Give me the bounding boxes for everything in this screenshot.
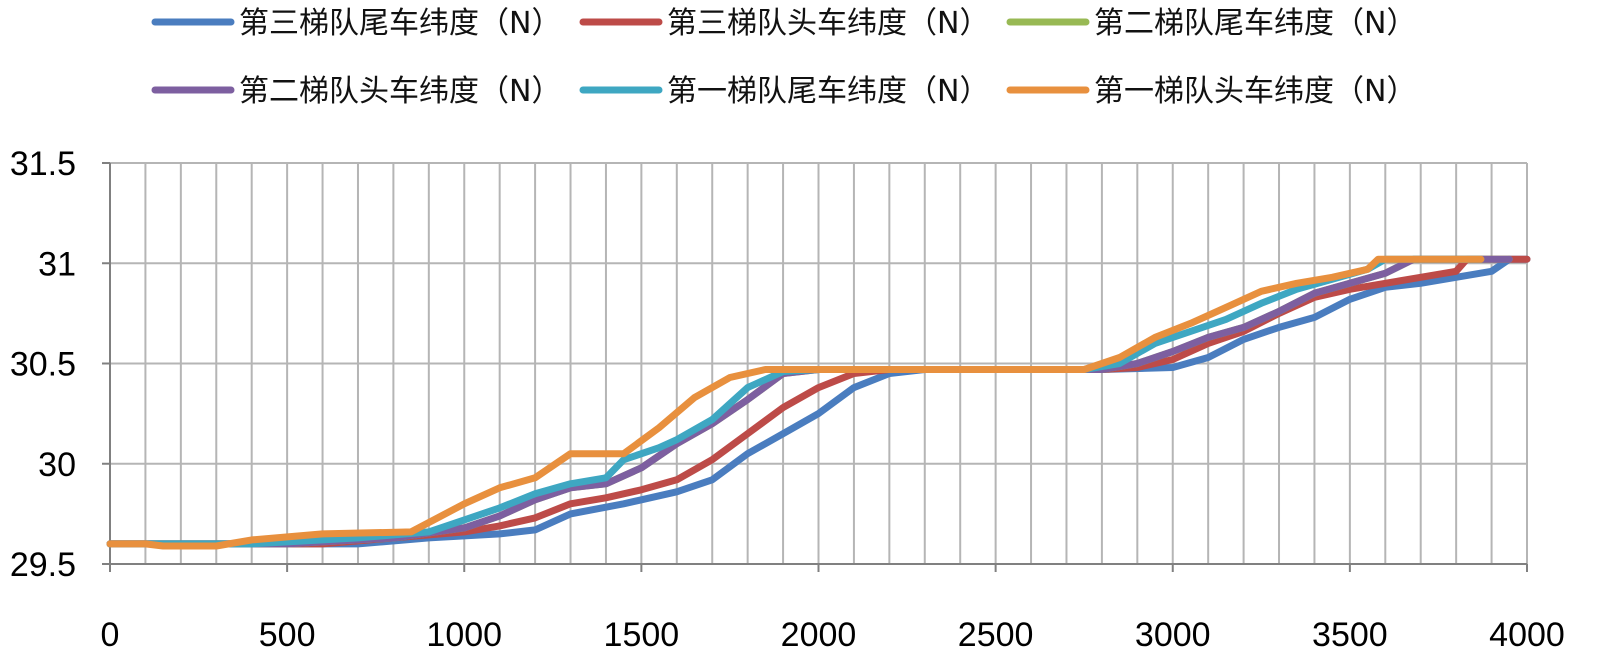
series-line-5 [106, 255, 1485, 548]
x-tick-label: 1000 [426, 616, 502, 654]
y-tick-label: 30.5 [10, 346, 76, 384]
x-tick-label: 0 [101, 616, 120, 654]
series-line-6 [106, 255, 1485, 550]
x-tick-label: 500 [259, 616, 316, 654]
legend-label: 第三梯队头车纬度（N） [667, 6, 989, 41]
y-tick-label: 31.5 [10, 145, 76, 183]
x-tick-label: 4000 [1489, 616, 1565, 654]
legend-label: 第二梯队头车纬度（N） [239, 74, 561, 109]
x-tick-label: 2000 [781, 616, 857, 654]
x-tick-label: 3000 [1135, 616, 1211, 654]
series-line-4 [106, 255, 1513, 548]
chart-grid [109, 162, 1528, 565]
legend-label: 第二梯队尾车纬度（N） [1094, 6, 1416, 41]
legend-item-5: 第一梯队尾车纬度（N） [579, 74, 989, 109]
legend-label: 第一梯队头车纬度（N） [1094, 74, 1416, 109]
chart-tick-labels: 29.5 30 30.5 31 31.5 0 500 1000 1500 2000 2500 3000… [10, 145, 1565, 654]
chart-axes [102, 162, 1528, 572]
y-tick-label: 30 [38, 446, 76, 484]
x-tick-label: 1500 [604, 616, 680, 654]
series-line-2 [106, 255, 1531, 548]
legend-label: 第一梯队尾车纬度（N） [667, 74, 989, 109]
chart-legend: 第三梯队尾车纬度（N） 第三梯队头车纬度（N） 第二梯队尾车纬度（N） 第二梯队头车纬… [151, 6, 1416, 109]
legend-item-2: 第三梯队头车纬度（N） [579, 6, 989, 41]
legend-item-1: 第三梯队尾车纬度（N） [151, 6, 561, 41]
x-tick-label: 3500 [1312, 616, 1388, 654]
x-tick-label: 2500 [958, 616, 1034, 654]
legend-item-4: 第二梯队头车纬度（N） [151, 74, 561, 109]
legend-item-6: 第一梯队头车纬度（N） [1006, 74, 1416, 109]
legend-label: 第三梯队尾车纬度（N） [239, 6, 561, 41]
legend-item-3: 第二梯队尾车纬度（N） [1006, 6, 1416, 41]
y-tick-label: 31 [38, 245, 76, 283]
y-tick-label: 29.5 [10, 546, 76, 584]
chart-series [106, 255, 1531, 550]
